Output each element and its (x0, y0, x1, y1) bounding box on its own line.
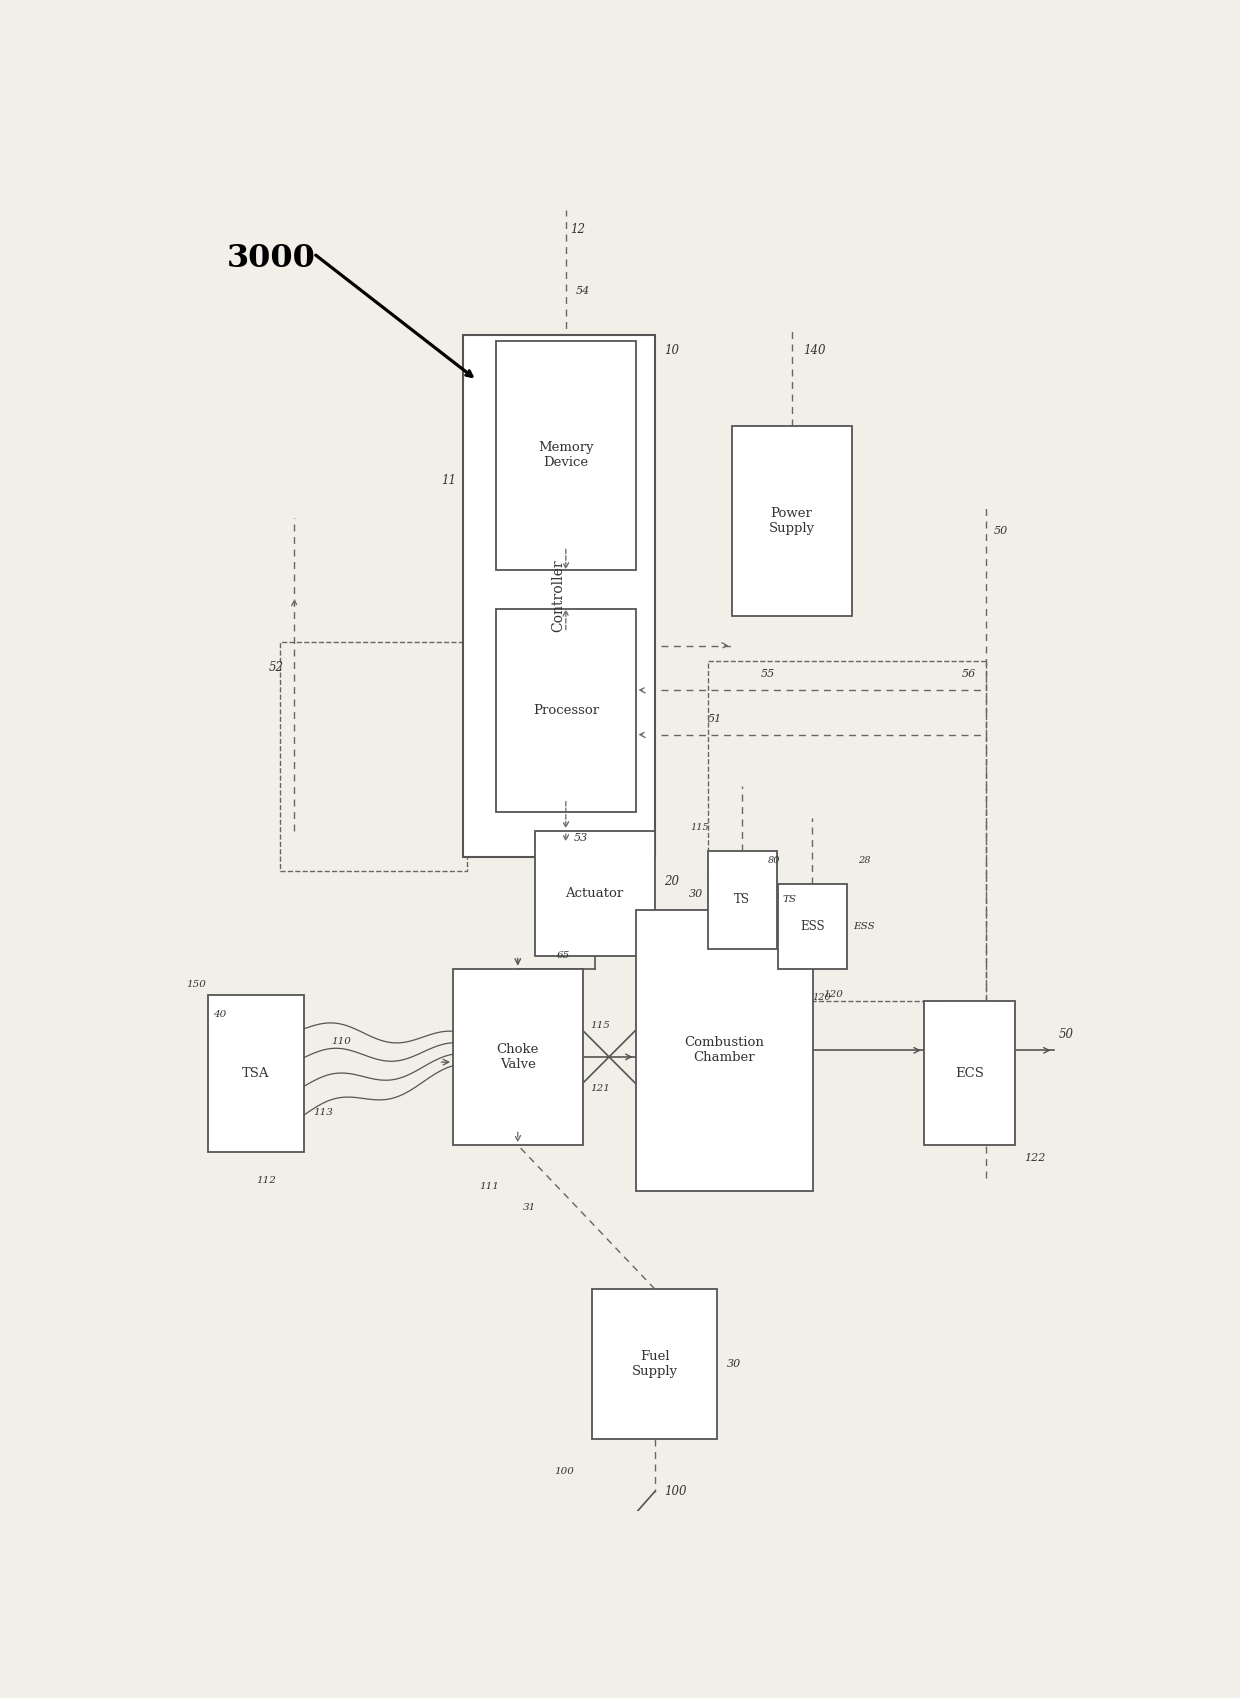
Text: 110: 110 (331, 1037, 351, 1046)
Text: 54: 54 (575, 287, 590, 297)
Text: 115: 115 (691, 824, 709, 832)
Text: 52: 52 (268, 662, 284, 674)
Text: 10: 10 (665, 343, 680, 357)
Text: 100: 100 (665, 1486, 687, 1498)
Text: 51: 51 (708, 715, 722, 723)
Text: 55: 55 (760, 669, 775, 679)
Bar (777, 883, 847, 968)
Text: 30: 30 (689, 890, 703, 900)
Text: 120: 120 (812, 993, 831, 1002)
Text: ESS: ESS (853, 922, 874, 931)
Text: 30: 30 (727, 1358, 742, 1369)
Text: 65: 65 (557, 951, 569, 959)
Text: Controller: Controller (552, 560, 565, 632)
Text: 28: 28 (858, 856, 870, 864)
Bar (496, 341, 635, 571)
Text: 120: 120 (823, 990, 843, 998)
Bar (708, 662, 986, 1002)
Text: 53: 53 (574, 834, 588, 842)
Text: 40: 40 (213, 1010, 226, 1019)
Bar (496, 610, 635, 812)
Text: 100: 100 (554, 1467, 574, 1477)
Text: 56: 56 (962, 669, 976, 679)
Text: 50: 50 (994, 526, 1008, 535)
Text: Choke
Valve: Choke Valve (496, 1043, 539, 1071)
Text: 11: 11 (441, 474, 456, 487)
Text: Fuel
Supply: Fuel Supply (631, 1350, 678, 1379)
Bar (534, 832, 655, 956)
Bar (208, 995, 304, 1151)
Text: Power
Supply: Power Supply (769, 506, 815, 535)
Text: 80: 80 (768, 856, 781, 864)
Text: Combustion
Chamber: Combustion Chamber (684, 1036, 764, 1065)
Text: 115: 115 (590, 1020, 610, 1029)
Text: 50: 50 (1059, 1029, 1074, 1041)
Text: TSA: TSA (242, 1066, 269, 1080)
Text: 140: 140 (804, 343, 826, 357)
Bar (593, 1289, 717, 1440)
Text: 113: 113 (314, 1107, 334, 1117)
Bar (635, 910, 813, 1190)
Bar (708, 851, 776, 949)
Text: Actuator: Actuator (565, 886, 624, 900)
Text: ECS: ECS (955, 1066, 983, 1080)
Text: Processor: Processor (533, 705, 599, 717)
Text: Memory
Device: Memory Device (538, 441, 594, 469)
Text: 150: 150 (187, 980, 207, 988)
Text: 31: 31 (522, 1204, 536, 1212)
Text: 122: 122 (1024, 1153, 1047, 1163)
Bar (924, 1002, 1016, 1144)
Text: 112: 112 (255, 1177, 275, 1185)
Text: TS: TS (782, 895, 796, 905)
Text: 12: 12 (570, 224, 585, 236)
Bar (453, 968, 583, 1144)
Text: 121: 121 (590, 1083, 610, 1094)
Bar (463, 335, 655, 857)
Text: TS: TS (734, 893, 750, 907)
Bar (732, 426, 852, 616)
Text: 111: 111 (480, 1182, 500, 1192)
Text: ESS: ESS (800, 920, 825, 932)
Bar (280, 642, 467, 871)
Text: 3000: 3000 (227, 243, 316, 273)
Text: 20: 20 (665, 874, 680, 888)
